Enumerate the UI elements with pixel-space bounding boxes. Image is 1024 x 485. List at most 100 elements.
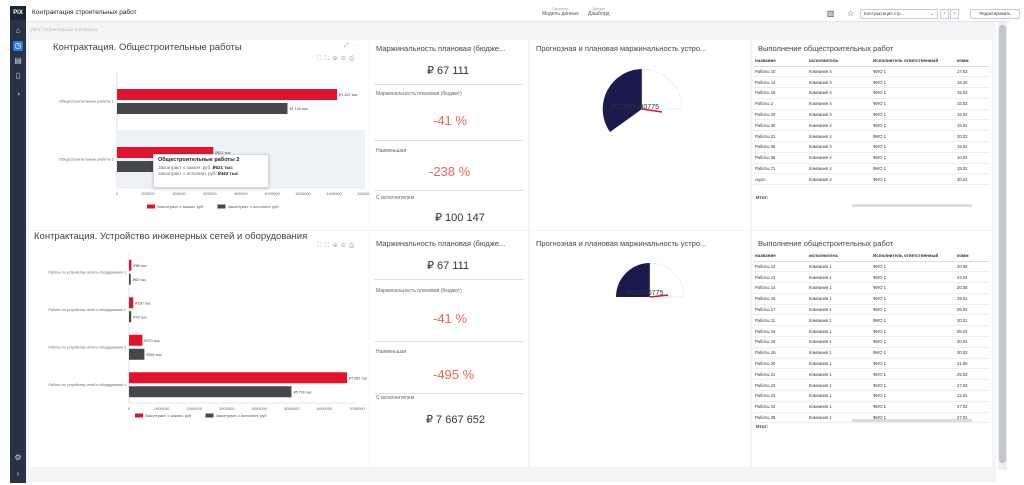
column-header[interactable]: комм: [955, 55, 989, 67]
expand-icon[interactable]: ›: [16, 469, 20, 478]
data-label: ₽5 700 тыс: [293, 390, 312, 394]
table-cell: ФИО 1: [871, 325, 955, 338]
chart-tooltip: Общестроительные работы 2 Законтракт. с …: [153, 154, 269, 188]
table2-total: Итог:: [756, 425, 769, 430]
table-row[interactable]: Работы 24 Компания 1 ФИО 1 27.02: [753, 401, 989, 413]
home-icon[interactable]: ⌂: [15, 26, 21, 35]
column-header[interactable]: название: [753, 55, 807, 67]
bar: [117, 161, 189, 172]
data-label: ₽470 тыс: [144, 339, 160, 343]
kpi2-real-label: Наименьшая: [376, 349, 407, 355]
table2-hscroll[interactable]: [852, 419, 972, 422]
column-header[interactable]: Исполнитель ответственный: [871, 250, 955, 262]
star-icon[interactable]: ☆: [846, 9, 855, 18]
chart-icon[interactable]: ▥: [826, 9, 835, 18]
kpi-panel-2: Маржинальность плановая (бюдже... ₽ 67 1…: [370, 231, 528, 467]
settings-icon[interactable]: ⚙: [14, 453, 22, 462]
gauge2-title: Прогнозная и плановая маржинальность уст…: [536, 239, 707, 248]
table-row[interactable]: Работы 11 Компания 1 ФИО 1 30.01: [753, 314, 989, 327]
table-cell: ФИО 1: [871, 261, 955, 273]
table-cell: 15.02: [955, 119, 989, 132]
table1-hscroll[interactable]: [852, 204, 972, 207]
column-header[interactable]: комм: [955, 250, 989, 262]
table-cell: ФИО 1: [871, 66, 955, 78]
report-icon[interactable]: ▤: [14, 56, 22, 65]
table-row[interactable]: Работы 23 Компания 1 ФИО 1 22.01: [753, 390, 989, 402]
table-row[interactable]: Работы 12 Компания 1 ФИО 1 20.05: [753, 261, 989, 273]
legend-label: Законтракт. с исполнит. руб: [228, 204, 280, 209]
table-cell: Работы 21: [753, 368, 807, 381]
data-label: ₽60 тыс: [133, 278, 147, 282]
next-sheet-button[interactable]: ›: [950, 9, 959, 19]
table-cell: Работы 15: [753, 293, 807, 305]
table-cell: ФИО 1: [871, 163, 955, 175]
table-row[interactable]: Работы 56 Компания 4 ФИО 1 10.02: [753, 152, 989, 164]
column-header[interactable]: исполнитель: [807, 55, 871, 67]
table-cell: Работы 20: [753, 358, 807, 370]
table-cell: ФИО 1: [871, 358, 955, 370]
table-cell: Работы 14: [753, 76, 807, 89]
table-cell: Компания 1: [807, 314, 871, 327]
chart-tools-icon[interactable]: ⛶ ⛶ ⊕ ⊖ ⎙: [317, 56, 356, 62]
table-row[interactable]: Работы 15 Компания 4 ФИО 1 15.02: [753, 87, 989, 99]
bar-chart-panel-2: Контрактация. Устройство инженерных сете…: [29, 231, 369, 467]
table-cell: Работы 23: [753, 390, 807, 402]
bar-chart-2: 0 1000000 2000000 3000000 4000000 5000000 6000…: [48, 253, 368, 418]
dashboard-icon[interactable]: ◷: [13, 41, 23, 51]
divider: [374, 341, 524, 342]
gauge-fill: [602, 69, 642, 132]
table-row[interactable]: Работы 55 Компания 4 ФИО 1 15.02: [753, 141, 989, 153]
chart-tools-icon[interactable]: ⛶ ⛶ ⊕ ⊖ ⎙: [317, 243, 356, 249]
data-label: ₽1 100 тыс: [290, 107, 309, 111]
table-row[interactable]: Работы 15 Компания 1 ФИО 1 29.01: [753, 293, 989, 305]
data-table-2: название исполнитель Исполнитель ответстве…: [753, 250, 989, 424]
table-cell: ФИО 1: [871, 98, 955, 110]
tooltip-title: Общестроительные работы 2: [158, 157, 240, 163]
table-cell: ФИО 1: [871, 141, 955, 153]
table-row[interactable]: Работы 1Б Компания 1 ФИО 1 30.03: [753, 347, 989, 359]
table-row[interactable]: Работы 22 Компания 1 ФИО 1 27.03: [753, 379, 989, 392]
page-scrollbar[interactable]: [998, 22, 1007, 470]
data-label: ₽621 тыс: [215, 151, 231, 155]
table-row[interactable]: Работы 21 Компания 1 ФИО 1 25.03: [753, 368, 989, 381]
table-row[interactable]: Работы 17 Компания 1 ФИО 1 05.02: [753, 304, 989, 316]
table-row[interactable]: Работы 2 Компания 4 ФИО 1 15.02: [753, 98, 989, 110]
table-row[interactable]: Работы 20 Компания 1 ФИО 1 31.05: [753, 358, 989, 370]
history-icon[interactable]: ◔: [15, 90, 21, 99]
column-header[interactable]: исполнитель: [807, 250, 871, 262]
gauge-remain: [649, 262, 685, 298]
table-row[interactable]: Работы 14 Компания 1 ФИО 1 20.05: [753, 282, 989, 294]
document-icon[interactable]: ▯: [15, 71, 21, 80]
table-cell: ФИО 1: [871, 173, 955, 186]
scrollbar-thumb[interactable]: [999, 25, 1006, 463]
column-header[interactable]: название: [753, 250, 807, 262]
sheet-select[interactable]: Контрактация стр... ⌄: [860, 9, 938, 19]
bar: [129, 297, 134, 309]
table-cell: 15.02: [955, 109, 989, 121]
table-row[interactable]: Работы 25 Компания 1 ФИО 1 27.01: [753, 412, 989, 424]
menu-dashboard[interactable]: Данные Дашборд: [588, 7, 610, 17]
table-row[interactable]: Работы 13 Компания 1 ФИО 1 24.04: [753, 271, 989, 284]
table-row[interactable]: Работы 18 Компания 1 ФИО 1 05.02: [753, 325, 989, 338]
table-cell: ФИО 1: [871, 130, 955, 143]
table-cell: Компания 4: [807, 66, 871, 78]
table-row[interactable]: Работы 20 Компания 4 ФИО 1 15.02: [753, 109, 989, 121]
gauge1-label: ЛО1353380775: [610, 104, 659, 111]
table-row[interactable]: Работы 30 Компания 4 ФИО 1 15.02: [753, 119, 989, 132]
bar: [129, 273, 131, 285]
table-row[interactable]: Работы 31 Компания 4 ФИО 1 20.02: [753, 130, 989, 143]
table-row[interactable]: Работы 10 Компания 4 ФИО 1 17.02: [753, 66, 989, 78]
table-cell: 20.05: [955, 282, 989, 294]
menu-data-model[interactable]: Просмотр Модель данных: [542, 7, 579, 17]
table-row[interactable]: скупс Компания 4 ФИО 1 30.02: [753, 173, 989, 186]
prev-sheet-button[interactable]: ‹: [940, 9, 949, 19]
x-tick-label: 1400000: [326, 191, 342, 196]
table-row[interactable]: Работы 71 Компания 4 ФИО 1 15.02: [753, 163, 989, 175]
x-tick-label: 1600000: [357, 191, 369, 196]
table-row[interactable]: Работы 14 Компания 4 ФИО 1 18.20: [753, 76, 989, 89]
bar: [129, 348, 145, 360]
panel-expand-icon[interactable]: ⤢ ⋯: [344, 43, 360, 49]
column-header[interactable]: Исполнитель ответственный: [871, 55, 955, 67]
edit-button[interactable]: Редактировать: [970, 9, 1020, 19]
table-row[interactable]: Работы 19 Компания 1 ФИО 1 30.01: [753, 336, 989, 348]
